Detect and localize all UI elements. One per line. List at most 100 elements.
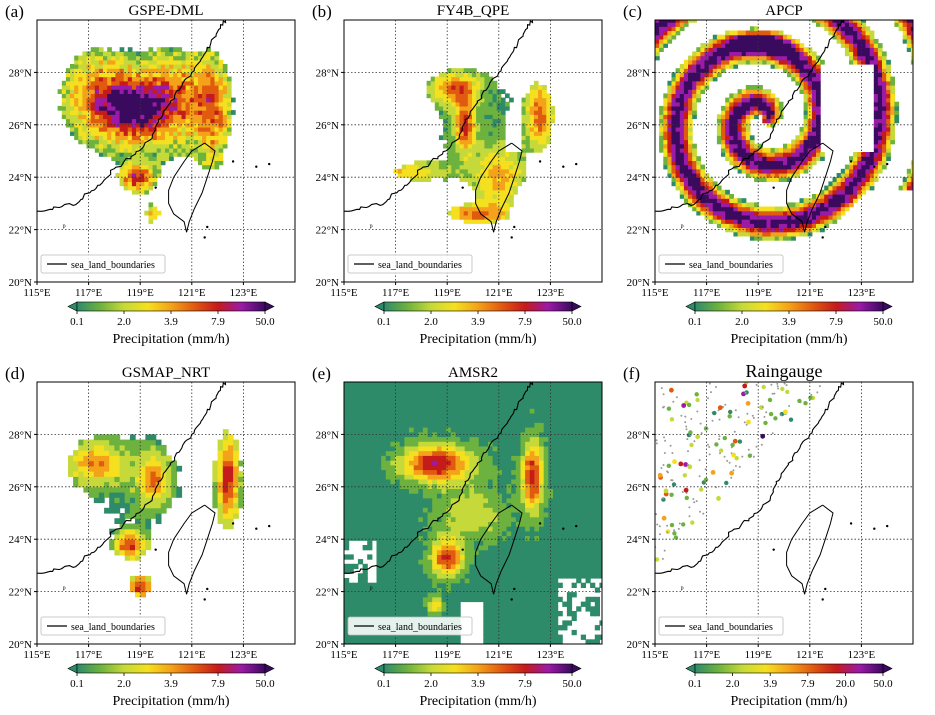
panel-title: GSMAP_NRT [122, 365, 210, 381]
map-frame [36, 381, 296, 645]
panel-letter: (f) [623, 364, 640, 383]
panel-title: GSPE-DML [128, 3, 203, 19]
sea-land-boundaries [655, 20, 889, 239]
colorbar-tick: 50.0 [873, 678, 893, 690]
lat-tick-label: 24°N [9, 534, 32, 546]
panel-letter: (d) [5, 364, 25, 383]
lon-tick-label: 115°E [641, 287, 668, 299]
lon-tick-label: 119°E [745, 649, 772, 661]
colorbar-tick: 50.0 [562, 316, 582, 328]
lat-tick-label: 26°N [627, 482, 650, 494]
lat-tick-label: 22°N [9, 225, 32, 237]
colorbar-tick: 3.9 [782, 316, 796, 328]
lon-tick-label: 115°E [330, 649, 357, 661]
precip-field [393, 68, 556, 224]
legend: sea_land_boundaries [347, 616, 473, 636]
lat-tick-label: 20°N [627, 639, 650, 651]
lat-tick-label: 24°N [627, 172, 650, 184]
lon-tick-label: 121°E [485, 287, 513, 299]
lat-tick-label: 22°N [627, 587, 650, 599]
legend-label: sea_land_boundaries [689, 622, 773, 633]
colorbar-tick: 7.9 [211, 678, 225, 690]
legend: sea_land_boundaries [658, 616, 784, 636]
colorbar-tick: 7.9 [211, 316, 225, 328]
precip-field [344, 382, 602, 644]
panel-letter: (b) [312, 2, 332, 21]
panel-title: APCP [765, 3, 803, 19]
north-arrow-icon: ᵖ [369, 222, 372, 233]
lat-tick-label: 28°N [316, 67, 339, 79]
colorbar-tick: 2.0 [424, 678, 438, 690]
precip-field [655, 20, 913, 241]
panel-apcp: (c) APCP 20°N 22°N 24°N 26°N 28°N 115°E 117°E 119… [623, 2, 914, 347]
sea-land-boundaries [655, 382, 889, 601]
lon-tick-label: 123°E [848, 287, 876, 299]
colorbar-tick: 0.1 [688, 316, 702, 328]
lon-tick-label: 117°E [382, 649, 409, 661]
colorbar-tick: 50.0 [255, 678, 275, 690]
lon-tick-label: 117°E [75, 287, 102, 299]
north-arrow-icon: ᵖ [62, 584, 65, 595]
legend-label: sea_land_boundaries [71, 260, 155, 271]
colorbar-tick: 0.1 [70, 316, 84, 328]
north-arrow-icon: ᵖ [680, 222, 683, 233]
lat-tick-label: 20°N [9, 639, 32, 651]
panel-letter: (e) [312, 364, 331, 383]
colorbar-tick: 2.0 [117, 316, 131, 328]
lon-tick-label: 119°E [127, 649, 154, 661]
map-frame [654, 381, 914, 645]
precip-field [68, 429, 244, 598]
map-frame [343, 381, 603, 645]
colorbar-tick: 2.0 [726, 678, 740, 690]
legend-label: sea_land_boundaries [71, 622, 155, 633]
colorbar-tick: 3.9 [471, 316, 485, 328]
lat-tick-label: 26°N [9, 120, 32, 132]
colorbar-tick: 50.0 [562, 678, 582, 690]
panel-title: Raingauge [746, 361, 823, 381]
colorbar: 0.1 2.0 3.9 7.9 50.0 Precipitation (mm/h) [374, 663, 582, 709]
lat-tick-label: 20°N [9, 277, 32, 289]
lon-tick-label: 119°E [434, 287, 461, 299]
colorbar-tick: 50.0 [873, 316, 893, 328]
colorbar-label: Precipitation (mm/h) [419, 332, 536, 347]
lat-tick-label: 28°N [627, 67, 650, 79]
colorbar-tick: 3.9 [763, 678, 777, 690]
lat-tick-label: 24°N [627, 534, 650, 546]
lon-tick-label: 119°E [745, 287, 772, 299]
lon-tick-label: 117°E [693, 649, 720, 661]
colorbar: 0.1 2.0 3.9 7.9 50.0 Precipitation (mm/h) [685, 301, 893, 347]
lat-tick-label: 28°N [9, 67, 32, 79]
panel-title: AMSR2 [448, 365, 498, 381]
colorbar-tick: 0.1 [377, 678, 391, 690]
north-arrow-icon: ᵖ [680, 584, 683, 595]
legend: sea_land_boundaries [40, 254, 166, 274]
colorbar-tick: 50.0 [255, 316, 275, 328]
lon-tick-label: 119°E [434, 649, 461, 661]
lon-tick-label: 121°E [178, 649, 206, 661]
lat-tick-label: 28°N [627, 429, 650, 441]
lon-tick-label: 121°E [485, 649, 513, 661]
panel-fy4b: (b) FY4B_QPE 20°N 22°N 24°N 26°N 28°N 115°E 117°… [312, 2, 603, 347]
legend-label: sea_land_boundaries [378, 622, 462, 633]
colorbar-tick: 7.9 [518, 316, 532, 328]
lat-tick-label: 24°N [9, 172, 32, 184]
precip-field [655, 382, 821, 562]
colorbar-label: Precipitation (mm/h) [112, 332, 229, 347]
colorbar-tick: 2.0 [117, 678, 131, 690]
lat-tick-label: 20°N [627, 277, 650, 289]
colorbar: 0.1 2.0 3.9 7.9 50.0 Precipitation (mm/h) [67, 663, 275, 709]
colorbar-tick: 7.9 [518, 678, 532, 690]
map-frame [343, 19, 603, 283]
sea-land-boundaries [37, 20, 271, 239]
colorbar-tick: 3.9 [164, 316, 178, 328]
colorbar-tick: 0.1 [377, 316, 391, 328]
lon-tick-label: 123°E [537, 649, 565, 661]
precip-field [57, 47, 236, 224]
lat-tick-label: 26°N [9, 482, 32, 494]
map-frame [654, 19, 914, 283]
north-arrow-icon: ᵖ [369, 584, 372, 595]
map-frame [36, 19, 296, 283]
legend: sea_land_boundaries [40, 616, 166, 636]
lon-tick-label: 121°E [796, 649, 824, 661]
panel-gauge: (f) Raingauge 20°N 22°N 24°N 26°N 28°N 115°E 117… [623, 361, 914, 709]
